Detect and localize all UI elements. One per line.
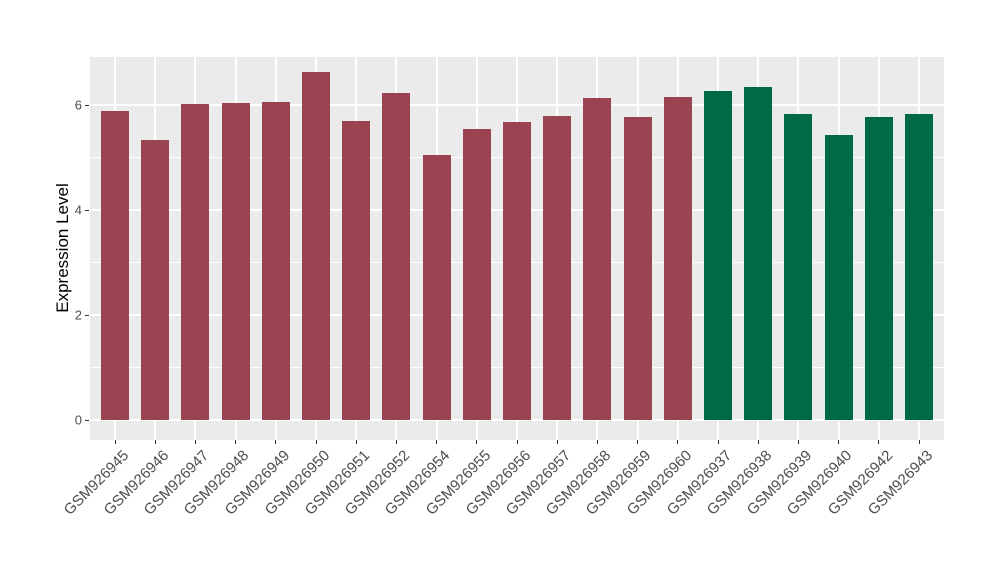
x-tick-mark-GSM926951 [355, 440, 357, 444]
x-tick-mark-GSM926960 [677, 440, 679, 444]
x-tick-mark-GSM926937 [717, 440, 719, 444]
y-tick-label-4: 4 [74, 202, 82, 218]
x-tick-mark-GSM926946 [154, 440, 156, 444]
x-tick-mark-GSM926959 [637, 440, 639, 444]
x-tick-mark-GSM926939 [797, 440, 799, 444]
x-tick-mark-GSM926957 [556, 440, 558, 444]
x-tick-mark-GSM926943 [918, 440, 920, 444]
bar-GSM926945 [101, 111, 129, 420]
bar-GSM926957 [543, 115, 572, 420]
x-tick-mark-GSM926956 [516, 440, 518, 444]
x-tick-mark-GSM926947 [194, 440, 196, 444]
bar-GSM926956 [503, 121, 531, 420]
y-axis-title: Expression Level [53, 183, 72, 313]
bar-GSM926948 [221, 103, 250, 420]
x-tick-mark-GSM926940 [838, 440, 840, 444]
bar-GSM926940 [824, 135, 853, 420]
y-tick-mark-0 [85, 419, 89, 421]
bar-GSM926943 [905, 114, 933, 420]
bar-GSM926950 [302, 72, 330, 420]
bar-GSM926938 [744, 86, 773, 420]
bar-GSM926959 [623, 117, 652, 420]
bar-GSM926942 [864, 116, 893, 420]
y-tick-mark-4 [85, 209, 89, 211]
y-tick-mark-6 [85, 104, 89, 106]
y-tick-label-0: 0 [74, 412, 82, 428]
bar-GSM926946 [141, 139, 170, 420]
x-tick-mark-GSM926955 [476, 440, 478, 444]
bar-GSM926958 [583, 97, 612, 420]
x-tick-mark-GSM926954 [436, 440, 438, 444]
y-tick-mark-2 [85, 314, 89, 316]
x-tick-mark-GSM926948 [235, 440, 237, 444]
x-tick-mark-GSM926950 [315, 440, 317, 444]
bar-GSM926951 [342, 120, 371, 420]
bar-GSM926937 [704, 90, 732, 420]
y-tick-label-2: 2 [74, 307, 82, 323]
x-tick-mark-GSM926938 [757, 440, 759, 444]
x-tick-mark-GSM926958 [596, 440, 598, 444]
bar-GSM926954 [422, 154, 451, 420]
bar-GSM926952 [382, 92, 411, 420]
x-tick-mark-GSM926952 [395, 440, 397, 444]
x-tick-mark-GSM926945 [114, 440, 116, 444]
bar-GSM926960 [663, 96, 692, 420]
bar-GSM926947 [181, 104, 210, 420]
bar-GSM926955 [462, 128, 491, 420]
x-tick-mark-GSM926942 [878, 440, 880, 444]
bar-GSM926949 [261, 102, 290, 420]
bar-GSM926939 [784, 113, 813, 420]
y-tick-label-6: 6 [74, 97, 82, 113]
x-tick-mark-GSM926949 [275, 440, 277, 444]
plot-panel [90, 57, 944, 440]
